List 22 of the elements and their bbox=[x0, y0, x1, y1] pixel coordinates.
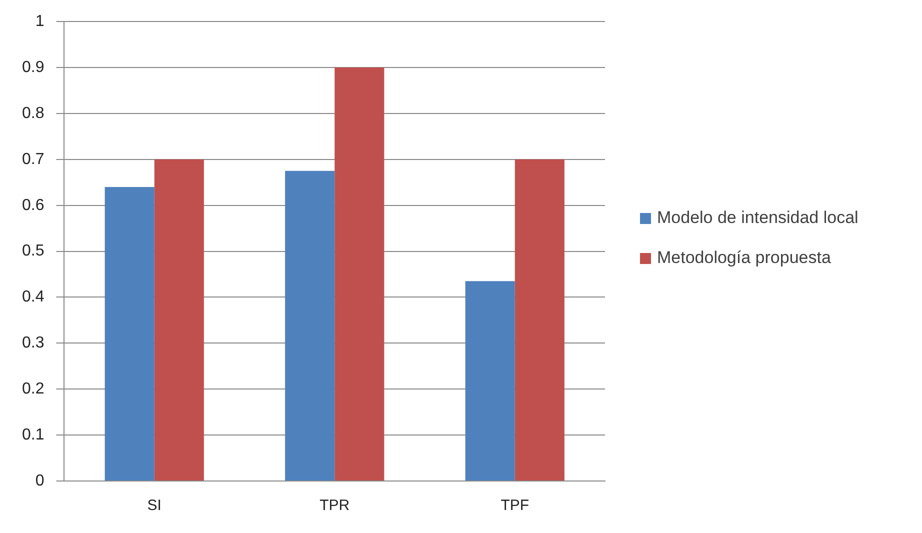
bar bbox=[465, 281, 515, 480]
y-tick-label: 0.5 bbox=[22, 242, 44, 260]
y-tick-label: 0 bbox=[35, 472, 44, 490]
y-tick-label: 0.8 bbox=[22, 104, 44, 122]
y-tick-label: 0.4 bbox=[22, 288, 44, 306]
bar bbox=[154, 159, 204, 480]
x-tick-label: TPR bbox=[320, 497, 350, 514]
bar bbox=[285, 170, 335, 480]
y-tick-label: 0.3 bbox=[22, 334, 44, 352]
y-tick-label: 0.1 bbox=[22, 426, 44, 444]
y-tick-label: 0.6 bbox=[22, 196, 44, 214]
y-tick-label: 0.7 bbox=[22, 150, 44, 168]
x-tick-label: SI bbox=[147, 497, 162, 514]
legend-label: Modelo de intensidad local bbox=[657, 207, 858, 229]
legend-label: Metodología propuesta bbox=[657, 247, 831, 269]
bar bbox=[334, 68, 384, 480]
y-tick-label: 0.9 bbox=[22, 58, 44, 76]
y-tick-label: 0.2 bbox=[22, 380, 44, 398]
bar bbox=[104, 186, 154, 480]
bar bbox=[514, 159, 564, 480]
x-tick-label: TPF bbox=[500, 497, 530, 514]
y-tick-label: 1 bbox=[35, 13, 44, 30]
